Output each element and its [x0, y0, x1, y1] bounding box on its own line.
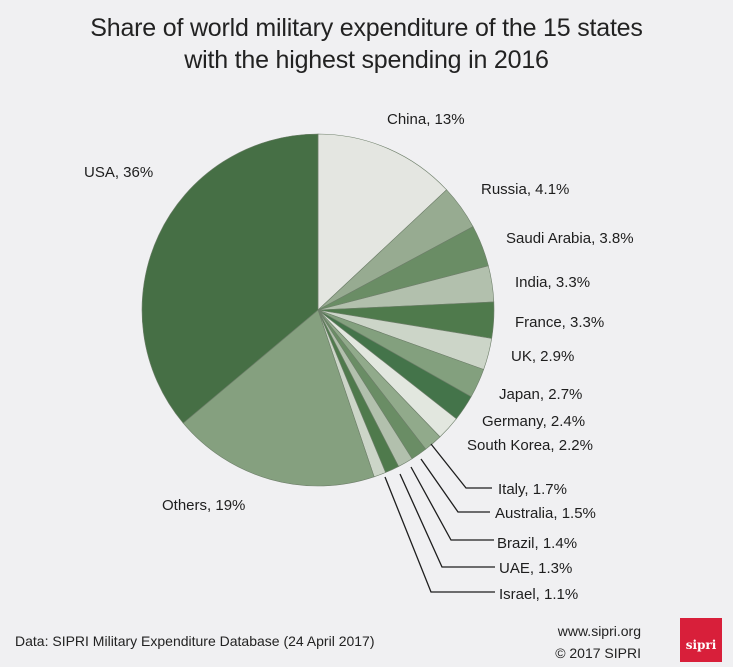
- sipri-logo: sipri: [680, 618, 722, 662]
- chart-title-line-1: Share of world military expenditure of t…: [90, 14, 643, 42]
- pie-slice-usa: [141, 133, 319, 424]
- slice-label-brazil: Brazil, 1.4%: [497, 535, 577, 552]
- slice-label-uae: UAE, 1.3%: [499, 560, 572, 577]
- copyright-text: © 2017 SIPRI: [555, 645, 641, 661]
- leader-line-uae: [399, 473, 495, 568]
- slice-label-australia: Australia, 1.5%: [495, 505, 596, 522]
- slice-label-russia: Russia, 4.1%: [481, 181, 569, 198]
- leader-line-italy: [430, 443, 492, 489]
- chart-title: Share of world military expenditure of t…: [0, 12, 733, 76]
- slice-label-japan: Japan, 2.7%: [499, 386, 582, 403]
- leader-line-australia: [420, 458, 490, 513]
- slice-label-italy: Italy, 1.7%: [498, 481, 567, 498]
- chart-title-line-2: with the highest spending in 2016: [184, 46, 549, 74]
- slice-label-usa: USA, 36%: [84, 164, 153, 181]
- leader-line-brazil: [410, 466, 494, 541]
- footer-credits: www.sipri.org © 2017 SIPRI: [555, 620, 641, 664]
- slice-label-others: Others, 19%: [162, 497, 245, 514]
- website-link[interactable]: www.sipri.org: [557, 623, 641, 639]
- sipri-logo-text: sipri: [685, 638, 717, 652]
- pie-slice-china: [317, 133, 448, 311]
- leader-line-israel: [384, 476, 495, 593]
- slice-label-germany: Germany, 2.4%: [482, 413, 585, 430]
- slice-label-saudi-arabia: Saudi Arabia, 3.8%: [506, 230, 634, 247]
- pie-slice-others: [182, 309, 375, 487]
- data-source-note: Data: SIPRI Military Expenditure Databas…: [15, 633, 375, 649]
- slice-label-south-korea: South Korea, 2.2%: [467, 437, 593, 454]
- slice-label-uk: UK, 2.9%: [511, 348, 574, 365]
- slice-label-israel: Israel, 1.1%: [499, 586, 578, 603]
- slice-label-france: France, 3.3%: [515, 314, 604, 331]
- slice-label-china: China, 13%: [387, 111, 465, 128]
- slice-label-india: India, 3.3%: [515, 274, 590, 291]
